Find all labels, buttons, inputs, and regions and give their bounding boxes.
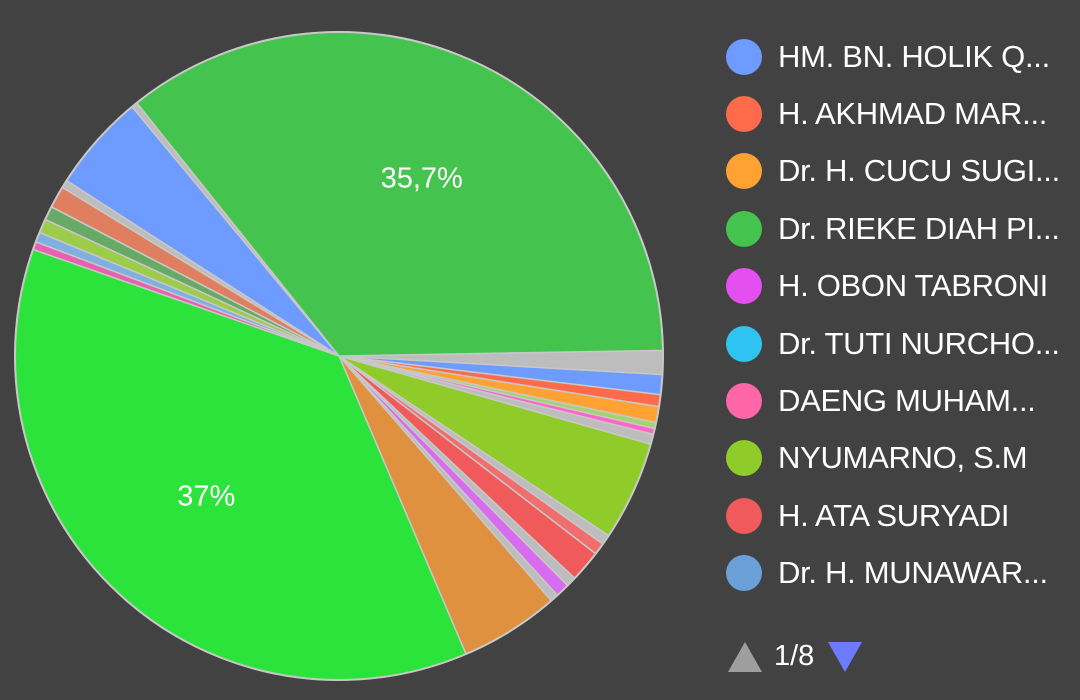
legend-color-dot	[726, 210, 762, 247]
legend-color-dot	[726, 555, 762, 592]
pager-down-icon[interactable]	[828, 641, 863, 672]
legend-item[interactable]: Dr. H. CUCU SUGI...	[726, 143, 1080, 200]
legend-color-dot	[726, 96, 762, 133]
legend-item[interactable]: H. AKHMAD MAR...	[726, 85, 1080, 142]
legend-label: Dr. H. CUCU SUGI...	[778, 153, 1060, 189]
slice-data-label: 37%	[177, 481, 235, 513]
legend-label: H. AKHMAD MAR...	[778, 96, 1048, 132]
pie-outline	[14, 31, 664, 681]
legend-label: Dr. TUTI NURCHO...	[778, 325, 1060, 361]
pie-chart: 37% 35,7%	[14, 31, 664, 681]
legend-label: HM. BN. HOLIK Q...	[778, 38, 1050, 74]
legend-color-dot	[726, 268, 762, 305]
legend-label: H. ATA SURYADI	[778, 497, 1010, 533]
legend-color-dot	[726, 153, 762, 190]
legend-item[interactable]: Dr. TUTI NURCHO...	[726, 315, 1080, 372]
pie-chart-svg: 37% 35,7%	[14, 31, 664, 681]
legend-label: H. OBON TABRONI	[778, 268, 1048, 304]
legend-item[interactable]: Dr. RIEKE DIAH PI...	[726, 200, 1080, 257]
legend-item[interactable]: HM. BN. HOLIK Q...	[726, 28, 1080, 85]
legend-item[interactable]: H. OBON TABRONI	[726, 258, 1080, 315]
legend: HM. BN. HOLIK Q... H. AKHMAD MAR... Dr. H.…	[726, 28, 1080, 602]
legend-item[interactable]: H. ATA SURYADI	[726, 487, 1080, 544]
legend-color-dot	[726, 38, 762, 75]
legend-item[interactable]: Dr. H. MUNAWAR...	[726, 545, 1080, 602]
legend-pager: 1/8	[728, 640, 863, 673]
slice-data-label: 35,7%	[381, 163, 463, 195]
legend-color-dot	[726, 383, 762, 420]
legend-label: NYUMARNO, S.M	[778, 440, 1028, 476]
legend-item[interactable]: DAENG MUHAM...	[726, 372, 1080, 429]
pager-text: 1/8	[774, 640, 815, 672]
legend-item[interactable]: NYUMARNO, S.M	[726, 430, 1080, 487]
legend-color-dot	[726, 440, 762, 477]
legend-color-dot	[726, 325, 762, 362]
legend-label: Dr. H. MUNAWAR...	[778, 555, 1048, 591]
pager-up-icon[interactable]	[728, 641, 762, 672]
legend-label: Dr. RIEKE DIAH PI...	[778, 210, 1060, 246]
legend-color-dot	[726, 497, 762, 534]
legend-label: DAENG MUHAM...	[778, 383, 1036, 419]
